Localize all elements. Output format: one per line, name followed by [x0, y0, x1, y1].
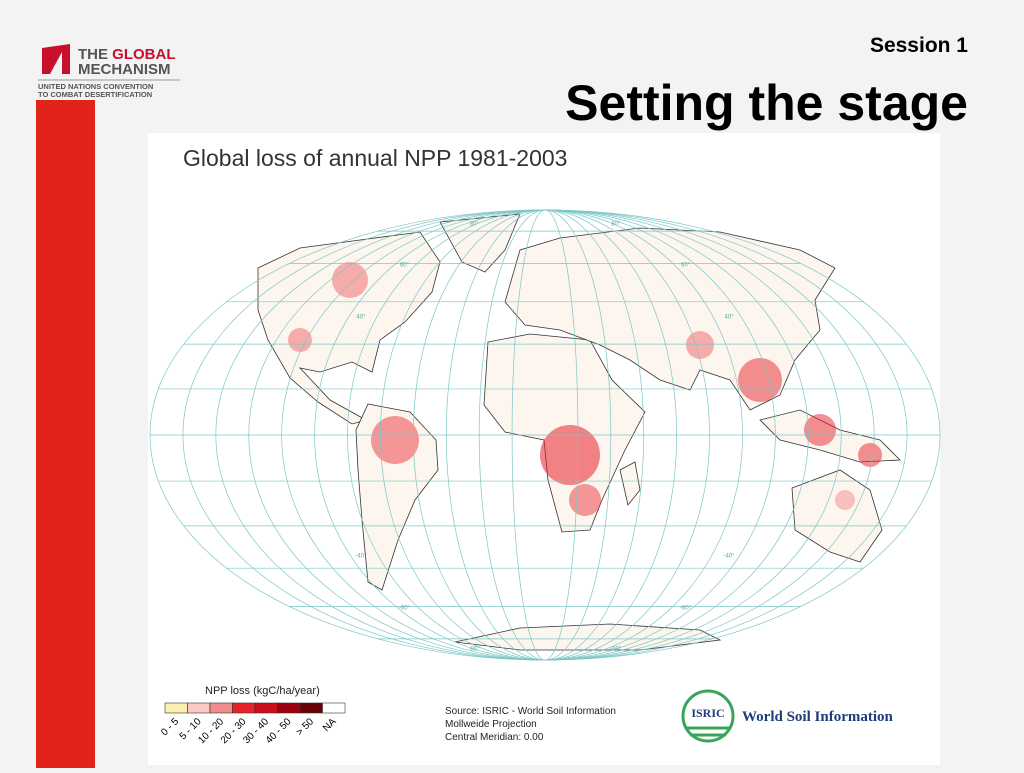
logo-text: THE GLOBAL [78, 46, 176, 63]
npp-patch [835, 490, 855, 510]
legend-swatch [187, 702, 211, 714]
logo-line: TO COMBAT DESERTIFICATION [38, 90, 152, 99]
legend-swatch [232, 702, 256, 714]
map-title: Global loss of annual NPP 1981-2003 [183, 145, 567, 171]
npp-patch [804, 414, 836, 446]
logo-the: THE [78, 46, 108, 63]
landmass [619, 461, 641, 506]
landmass [791, 469, 883, 563]
lat-label: -80° [610, 647, 622, 653]
npp-patch [332, 262, 368, 298]
logo: THE GLOBAL MECHANISM UNITED NATIONS CONV… [38, 44, 180, 99]
source-line: Mollweide Projection [445, 719, 537, 730]
lat-label: 60° [400, 262, 410, 268]
lat-label: -60° [680, 606, 692, 612]
lat-label: -40° [724, 553, 736, 559]
legend-swatch [164, 702, 188, 714]
npp-patch [858, 443, 882, 467]
logo-line: UNITED NATIONS CONVENTION [38, 82, 153, 91]
landmass [439, 213, 521, 273]
source: Source: ISRIC - World Soil Information M… [445, 706, 616, 743]
npp-patch [738, 358, 782, 402]
session: Session 1 [870, 34, 968, 57]
npp-patch [540, 425, 600, 485]
legend-swatch [299, 702, 323, 714]
logo-icon-cut [50, 52, 62, 74]
slide-title: Setting the stage [565, 75, 968, 131]
isric-name: World Soil Information [742, 709, 894, 725]
logo-global: GLOBAL [112, 46, 175, 63]
npp-patch [288, 328, 312, 352]
lat-label: 80° [611, 221, 621, 227]
isric-logo: ISRIC World Soil Information [681, 689, 894, 743]
legend-title: NPP loss (kgC/ha/year) [205, 685, 320, 697]
lat-label: 80° [470, 221, 480, 227]
legend-swatch [254, 702, 278, 714]
lat-label: -60° [399, 606, 411, 612]
red-bar [36, 100, 95, 768]
lat-label: 40° [356, 315, 366, 321]
logo-mechanism: MECHANISM [78, 61, 171, 78]
npp-patch [569, 484, 601, 516]
lat-label: -80° [469, 647, 481, 653]
landmass [257, 231, 441, 425]
legend-swatch [322, 702, 346, 714]
source-line: Source: ISRIC - World Soil Information [445, 706, 616, 717]
isric-badge: ISRIC [691, 706, 724, 720]
npp-patch [371, 416, 419, 464]
npp-patch [686, 331, 714, 359]
legend-swatch [277, 702, 301, 714]
source-line: Central Meridian: 0.00 [445, 732, 544, 743]
logo-icon [42, 44, 70, 74]
lat-label: 40° [725, 315, 735, 321]
map: 80° 60° 40° -40° -60° -80° 80° 60° 40° -40° -60° -8… [149, 209, 941, 661]
legend-swatch [209, 702, 233, 714]
lat-label: 60° [681, 262, 691, 268]
lat-label: -40° [355, 553, 367, 559]
